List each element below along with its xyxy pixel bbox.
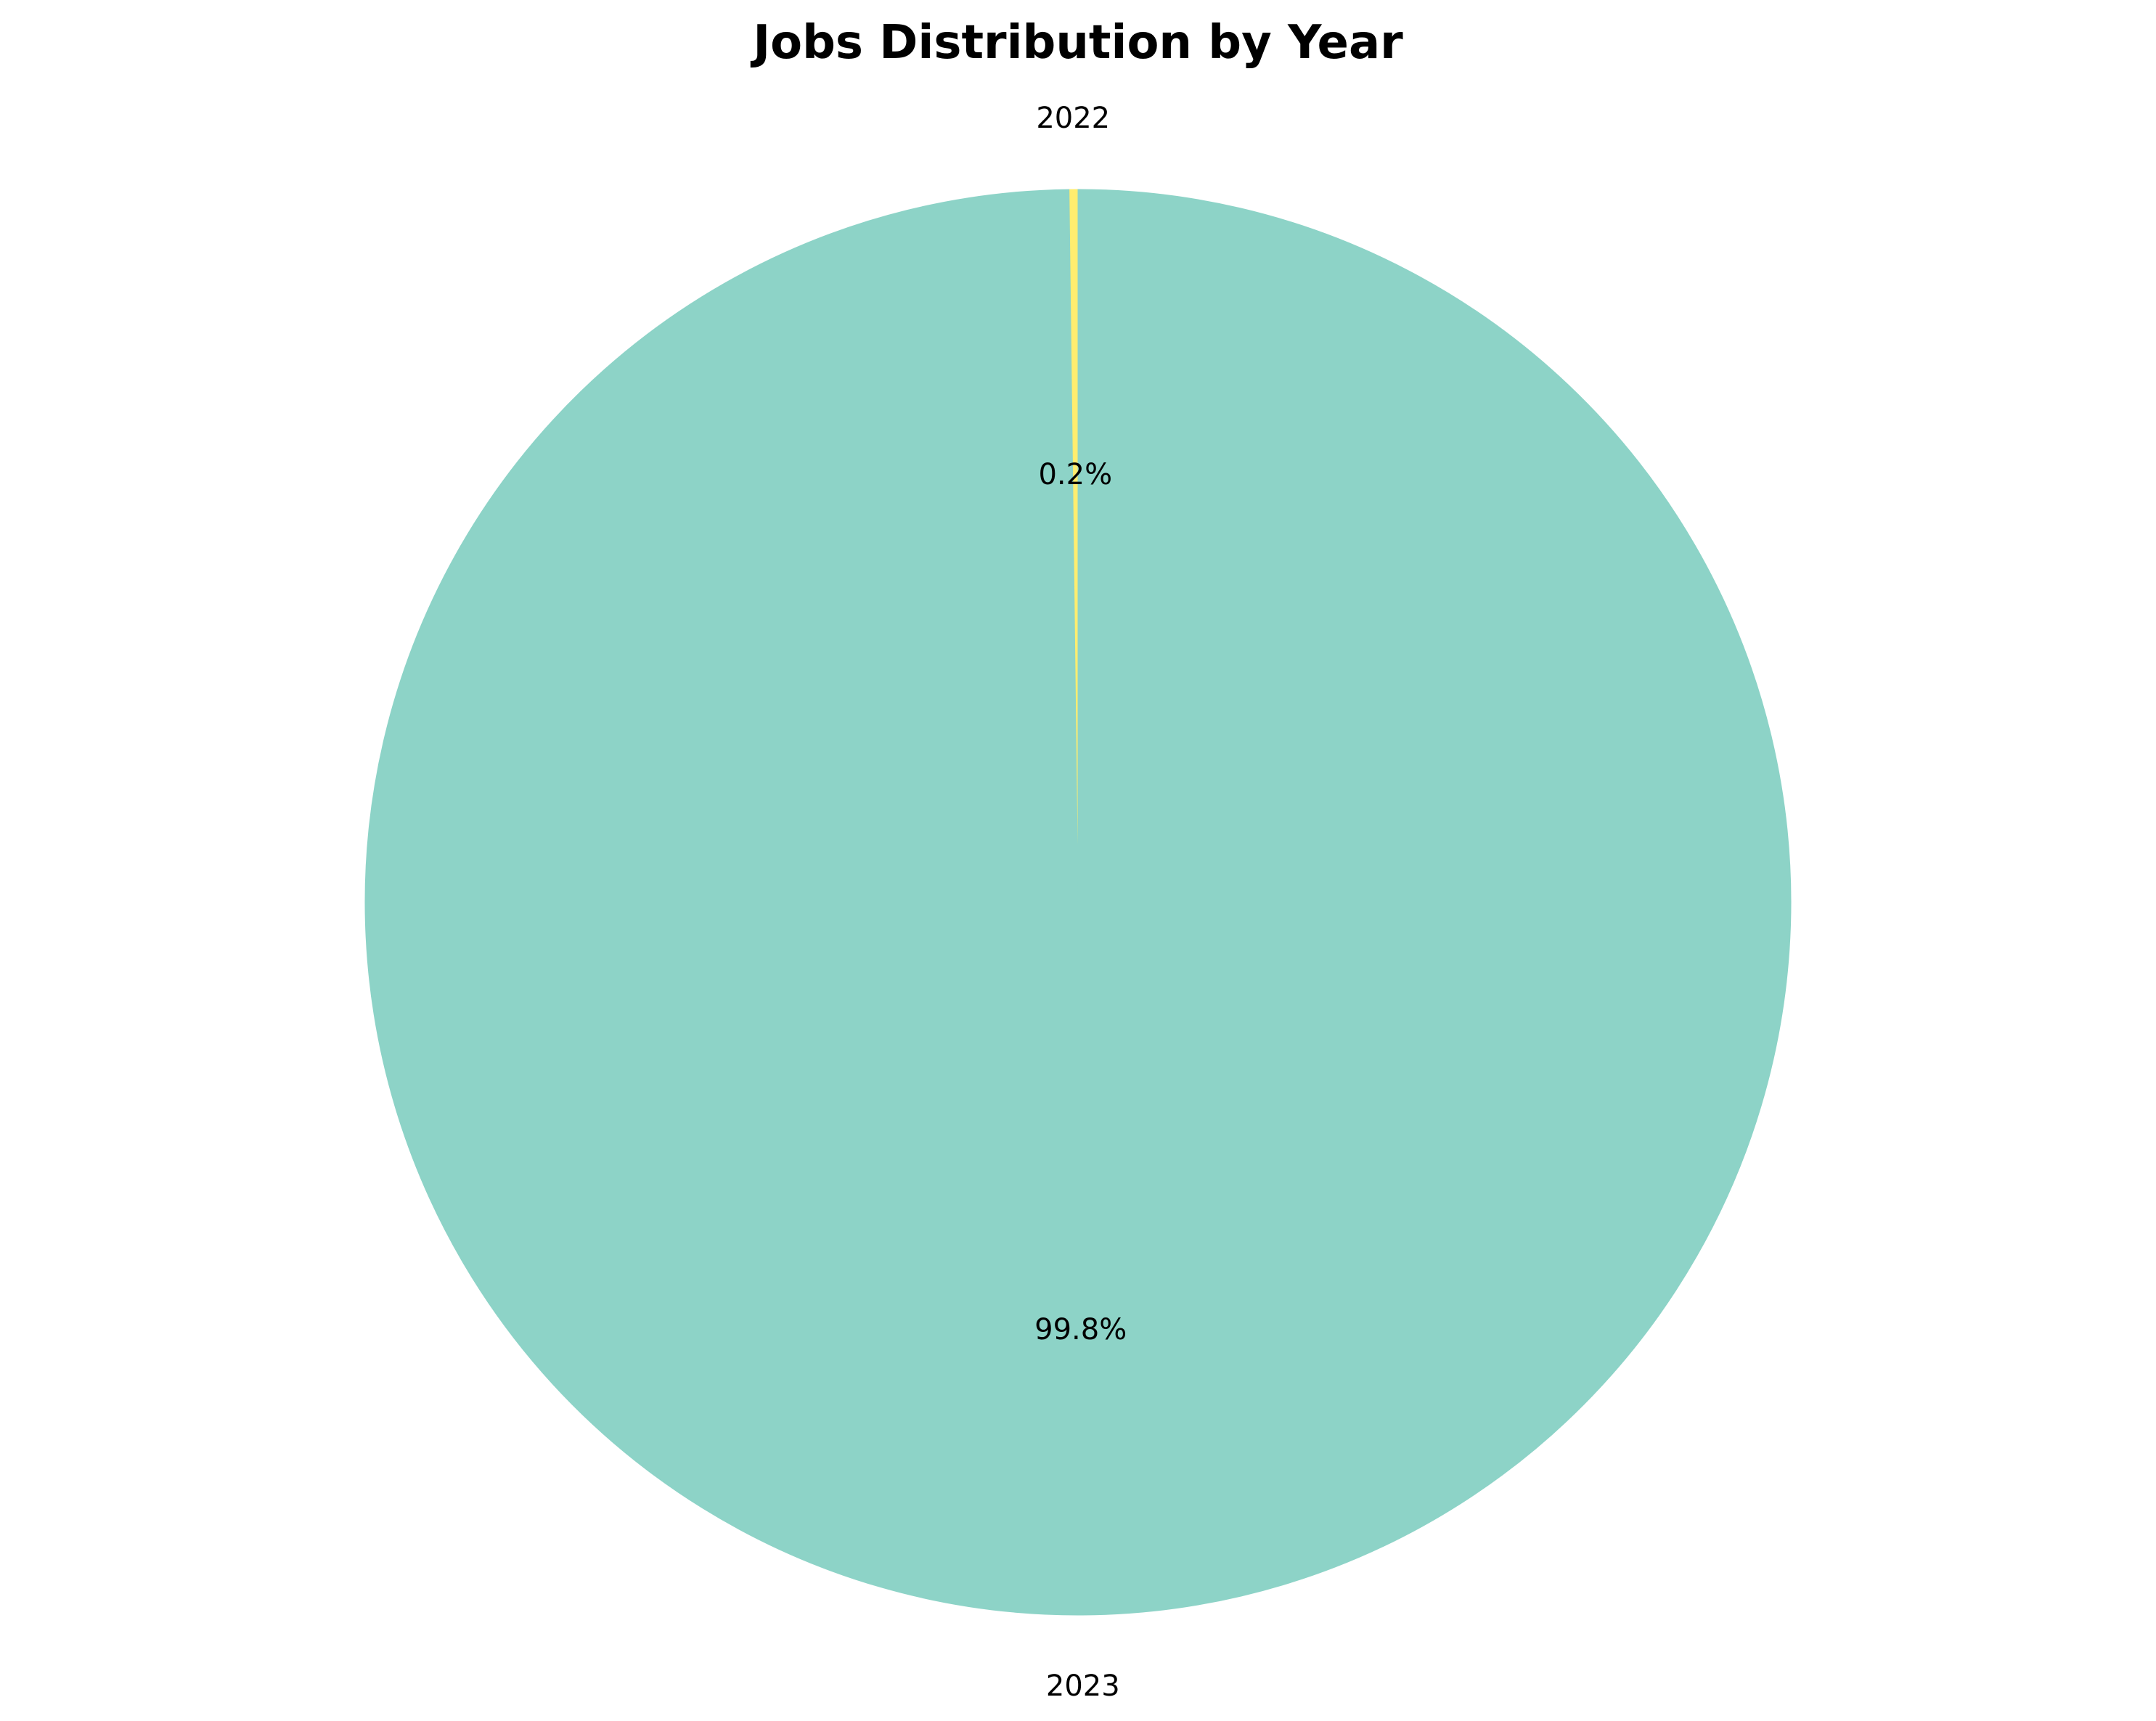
pie-slices xyxy=(364,189,1792,1616)
pie-slice-2023 xyxy=(364,189,1792,1616)
chart-title: Jobs Distribution by Year xyxy=(750,16,1403,70)
slice-percent-2022: 0.2% xyxy=(1038,458,1112,491)
slice-label-2023: 2023 xyxy=(1046,1669,1120,1703)
slice-label-2022: 2022 xyxy=(1036,102,1110,135)
pie-labels: 2022 0.2% 2023 99.8% xyxy=(1034,102,1127,1703)
slice-percent-2023: 99.8% xyxy=(1034,1313,1127,1346)
